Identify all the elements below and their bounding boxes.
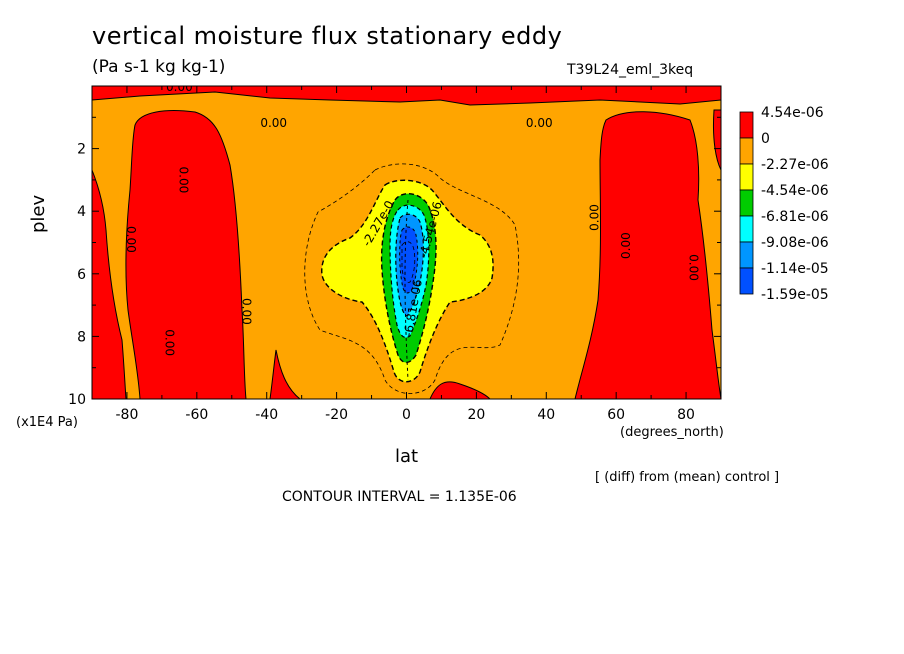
colorbar-swatch bbox=[739, 267, 754, 295]
contour-label: 0.00 bbox=[124, 226, 138, 253]
colorbar-swatch bbox=[739, 137, 754, 165]
colorbar-label: 4.54e-06 bbox=[761, 105, 824, 121]
x-tick-label: 20 bbox=[467, 407, 485, 423]
contour-label: 0.00 bbox=[619, 232, 633, 259]
x-tick-label: -40 bbox=[255, 407, 278, 423]
x-tick-label: 60 bbox=[607, 407, 625, 423]
contour-label: 0.00 bbox=[588, 204, 602, 231]
colorbar-label: -4.54e-06 bbox=[761, 183, 829, 199]
y-tick-label: 2 bbox=[77, 142, 86, 158]
colorbar-swatch bbox=[739, 241, 754, 269]
x-tick-label: 40 bbox=[537, 407, 555, 423]
contour-interval-text: CONTOUR INTERVAL = 1.135E-06 bbox=[282, 489, 517, 505]
contour-inner-dashed bbox=[401, 241, 416, 283]
contour-label: 0.00 bbox=[239, 298, 253, 325]
chart-units-label: (Pa s-1 kg kg-1) bbox=[92, 57, 226, 77]
colorbar-swatch bbox=[739, 111, 754, 139]
y-tick-label: 8 bbox=[77, 329, 86, 345]
fill-far-left-positive bbox=[92, 169, 127, 399]
plot-area: 0.00 0.00 0.00 0.00 0.00 0.00 0.00 0.00 0.00 0.00… bbox=[92, 80, 721, 399]
fill-bottom-left-positive bbox=[269, 349, 301, 399]
colorbar-label: 0 bbox=[761, 131, 770, 147]
y-tick-label: 4 bbox=[77, 204, 86, 220]
fill-level-minus-6 bbox=[399, 226, 419, 294]
x-tick-label: -60 bbox=[185, 407, 208, 423]
chart-title: vertical moisture flux stationary eddy bbox=[92, 22, 563, 50]
y-tick-label: 6 bbox=[77, 267, 86, 283]
y-tick-label: 10 bbox=[68, 392, 86, 408]
fill-bottom-center-positive bbox=[429, 381, 491, 399]
axes: -80 -60 -40 -20 0 20 40 60 80 2 4 6 8 10 bbox=[68, 86, 722, 423]
fill-right-positive bbox=[574, 111, 721, 399]
contour-label: 0.00 bbox=[260, 116, 287, 130]
contour-label: 0.00 bbox=[162, 329, 176, 356]
colorbar-label: -1.59e-05 bbox=[761, 287, 829, 303]
colorbar: 4.54e-06 0 -2.27e-06 -4.54e-06 -6.81e-06 -9.0… bbox=[739, 105, 829, 303]
contour-label: 0.00 bbox=[526, 116, 553, 130]
colorbar-label: -6.81e-06 bbox=[761, 209, 829, 225]
y-axis-units: (x1E4 Pa) bbox=[16, 415, 78, 430]
contour-label: 0.00 bbox=[176, 167, 190, 194]
contour-outer-dashed bbox=[304, 163, 520, 394]
colorbar-swatch bbox=[739, 215, 754, 243]
x-tick-label: -20 bbox=[325, 407, 348, 423]
colorbar-swatch bbox=[739, 163, 754, 191]
x-tick-label: -80 bbox=[116, 407, 139, 423]
x-axis-label: lat bbox=[395, 446, 419, 467]
x-axis-units: (degrees_north) bbox=[620, 425, 724, 440]
colorbar-label: -9.08e-06 bbox=[761, 235, 829, 251]
x-tick-label: 80 bbox=[677, 407, 695, 423]
contour-label: 0.00 bbox=[687, 254, 701, 281]
colorbar-label: -2.27e-06 bbox=[761, 157, 829, 173]
run-label: T39L24_eml_3keq bbox=[567, 62, 694, 78]
fill-top-positive bbox=[92, 86, 721, 106]
contour-label: 0.00 bbox=[166, 80, 193, 94]
colorbar-label: -1.14e-05 bbox=[761, 261, 829, 277]
fill-far-right-positive bbox=[713, 109, 721, 171]
colorbar-swatch bbox=[739, 189, 754, 217]
fill-left-positive bbox=[125, 110, 247, 399]
contour-center-line bbox=[404, 199, 409, 381]
diff-note: [ (diff) from (mean) control ] bbox=[595, 470, 780, 485]
x-tick-label: 0 bbox=[402, 407, 411, 423]
